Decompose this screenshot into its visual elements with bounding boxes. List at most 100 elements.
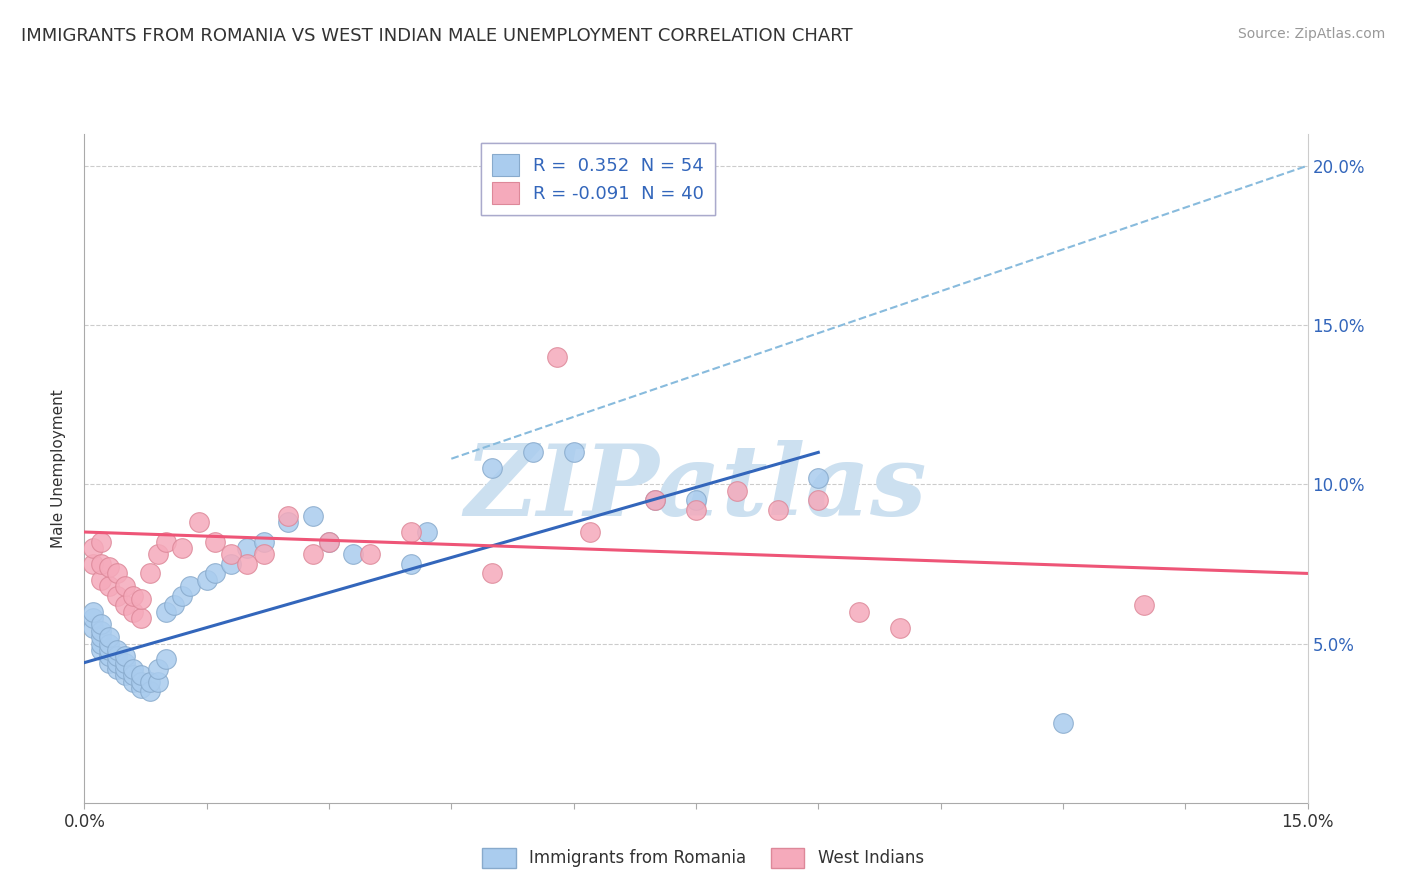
Point [253, 547, 276, 561]
Point [301, 509, 323, 524]
Point [187, 516, 209, 530]
Point [90, 534, 112, 549]
Point [155, 652, 177, 666]
Point [114, 579, 136, 593]
Point [172, 589, 194, 603]
Point [97, 656, 120, 670]
Point [131, 668, 153, 682]
Point [90, 557, 112, 571]
Text: IMMIGRANTS FROM ROMANIA VS WEST INDIAN MALE UNEMPLOYMENT CORRELATION CHART: IMMIGRANTS FROM ROMANIA VS WEST INDIAN M… [21, 27, 852, 45]
Point [146, 547, 169, 561]
Point [105, 566, 128, 581]
Point [546, 350, 568, 364]
Point [481, 461, 503, 475]
Point [277, 516, 299, 530]
Point [236, 557, 259, 571]
Point [204, 534, 226, 549]
Point [481, 566, 503, 581]
Point [318, 534, 340, 549]
Point [1052, 716, 1074, 731]
Point [766, 502, 789, 516]
Point [114, 656, 136, 670]
Legend: Immigrants from Romania, West Indians: Immigrants from Romania, West Indians [475, 841, 931, 875]
Point [318, 534, 340, 549]
Point [138, 674, 160, 689]
Point [219, 557, 242, 571]
Point [114, 599, 136, 613]
Point [848, 605, 870, 619]
Point [195, 573, 218, 587]
Point [122, 662, 145, 676]
Point [131, 674, 153, 689]
Point [90, 630, 112, 644]
Legend: R =  0.352  N = 54, R = -0.091  N = 40: R = 0.352 N = 54, R = -0.091 N = 40 [481, 143, 716, 215]
Point [219, 547, 242, 561]
Point [725, 483, 748, 498]
Point [82, 621, 104, 635]
Point [1133, 599, 1156, 613]
Point [399, 524, 422, 539]
Point [82, 611, 104, 625]
Text: Source: ZipAtlas.com: Source: ZipAtlas.com [1237, 27, 1385, 41]
Point [807, 471, 830, 485]
Point [131, 681, 153, 695]
Point [155, 605, 177, 619]
Point [138, 566, 160, 581]
Point [131, 591, 153, 606]
Point [131, 611, 153, 625]
Point [204, 566, 226, 581]
Point [114, 662, 136, 676]
Point [644, 493, 666, 508]
Point [685, 502, 707, 516]
Y-axis label: Male Unemployment: Male Unemployment [51, 389, 66, 548]
Point [522, 445, 544, 459]
Point [105, 589, 128, 603]
Point [97, 579, 120, 593]
Point [105, 662, 128, 676]
Point [644, 493, 666, 508]
Point [163, 599, 186, 613]
Point [82, 605, 104, 619]
Point [122, 674, 145, 689]
Point [889, 621, 911, 635]
Point [579, 524, 602, 539]
Point [416, 524, 439, 539]
Point [277, 509, 299, 524]
Point [97, 649, 120, 664]
Point [253, 534, 276, 549]
Point [359, 547, 381, 561]
Point [114, 668, 136, 682]
Point [562, 445, 585, 459]
Point [105, 643, 128, 657]
Point [807, 493, 830, 508]
Point [399, 557, 422, 571]
Point [146, 662, 169, 676]
Point [82, 541, 104, 555]
Point [97, 560, 120, 574]
Point [90, 643, 112, 657]
Point [105, 649, 128, 664]
Point [138, 684, 160, 698]
Point [342, 547, 364, 561]
Text: ZIPatlas: ZIPatlas [465, 440, 927, 537]
Point [97, 636, 120, 650]
Point [90, 573, 112, 587]
Point [90, 636, 112, 650]
Point [105, 656, 128, 670]
Point [685, 493, 707, 508]
Point [90, 617, 112, 632]
Point [122, 589, 145, 603]
Point [97, 643, 120, 657]
Point [146, 674, 169, 689]
Point [179, 579, 201, 593]
Point [97, 630, 120, 644]
Point [122, 605, 145, 619]
Point [122, 668, 145, 682]
Point [90, 624, 112, 638]
Point [172, 541, 194, 555]
Point [301, 547, 323, 561]
Point [114, 649, 136, 664]
Point [155, 534, 177, 549]
Point [236, 541, 259, 555]
Point [82, 557, 104, 571]
